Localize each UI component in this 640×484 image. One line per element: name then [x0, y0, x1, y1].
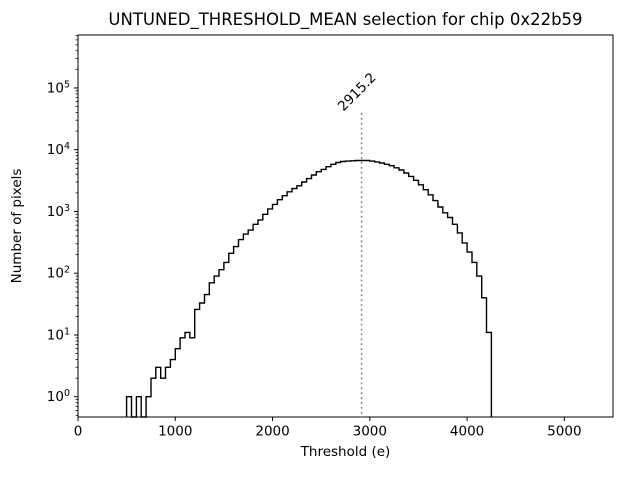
axis-major-ticks: [74, 87, 565, 421]
x-tick-label: 0: [74, 424, 83, 440]
axes-frame: [77, 34, 614, 418]
y-tick-label: 101: [47, 326, 70, 343]
mean-value-label: 2915.2: [335, 70, 380, 115]
x-axis-label: Threshold (e): [300, 444, 391, 460]
y-tick-label: 105: [47, 79, 70, 96]
y-axis-label: Number of pixels: [9, 169, 25, 284]
histogram-line: [125, 159, 493, 418]
y-tick-label: 104: [47, 141, 70, 158]
x-tick-label: 3000: [353, 424, 387, 440]
y-tick-label: 100: [47, 388, 70, 405]
chart-title: UNTUNED_THRESHOLD_MEAN selection for chi…: [108, 10, 582, 30]
x-tick-label: 5000: [547, 424, 581, 440]
y-tick-label: 102: [47, 265, 70, 282]
x-tick-label: 2000: [255, 424, 289, 440]
x-tick-label: 1000: [158, 424, 192, 440]
x-tick-label: 4000: [450, 424, 484, 440]
axis-tick-labels: 0 1000 2000 3000 4000 5000 100 101 102 103 104 105: [47, 79, 582, 439]
y-tick-label: 103: [47, 203, 70, 220]
